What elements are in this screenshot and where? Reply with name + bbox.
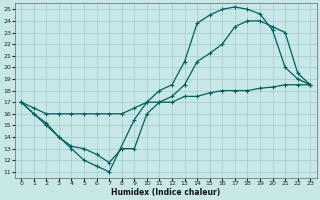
X-axis label: Humidex (Indice chaleur): Humidex (Indice chaleur) (111, 188, 220, 197)
